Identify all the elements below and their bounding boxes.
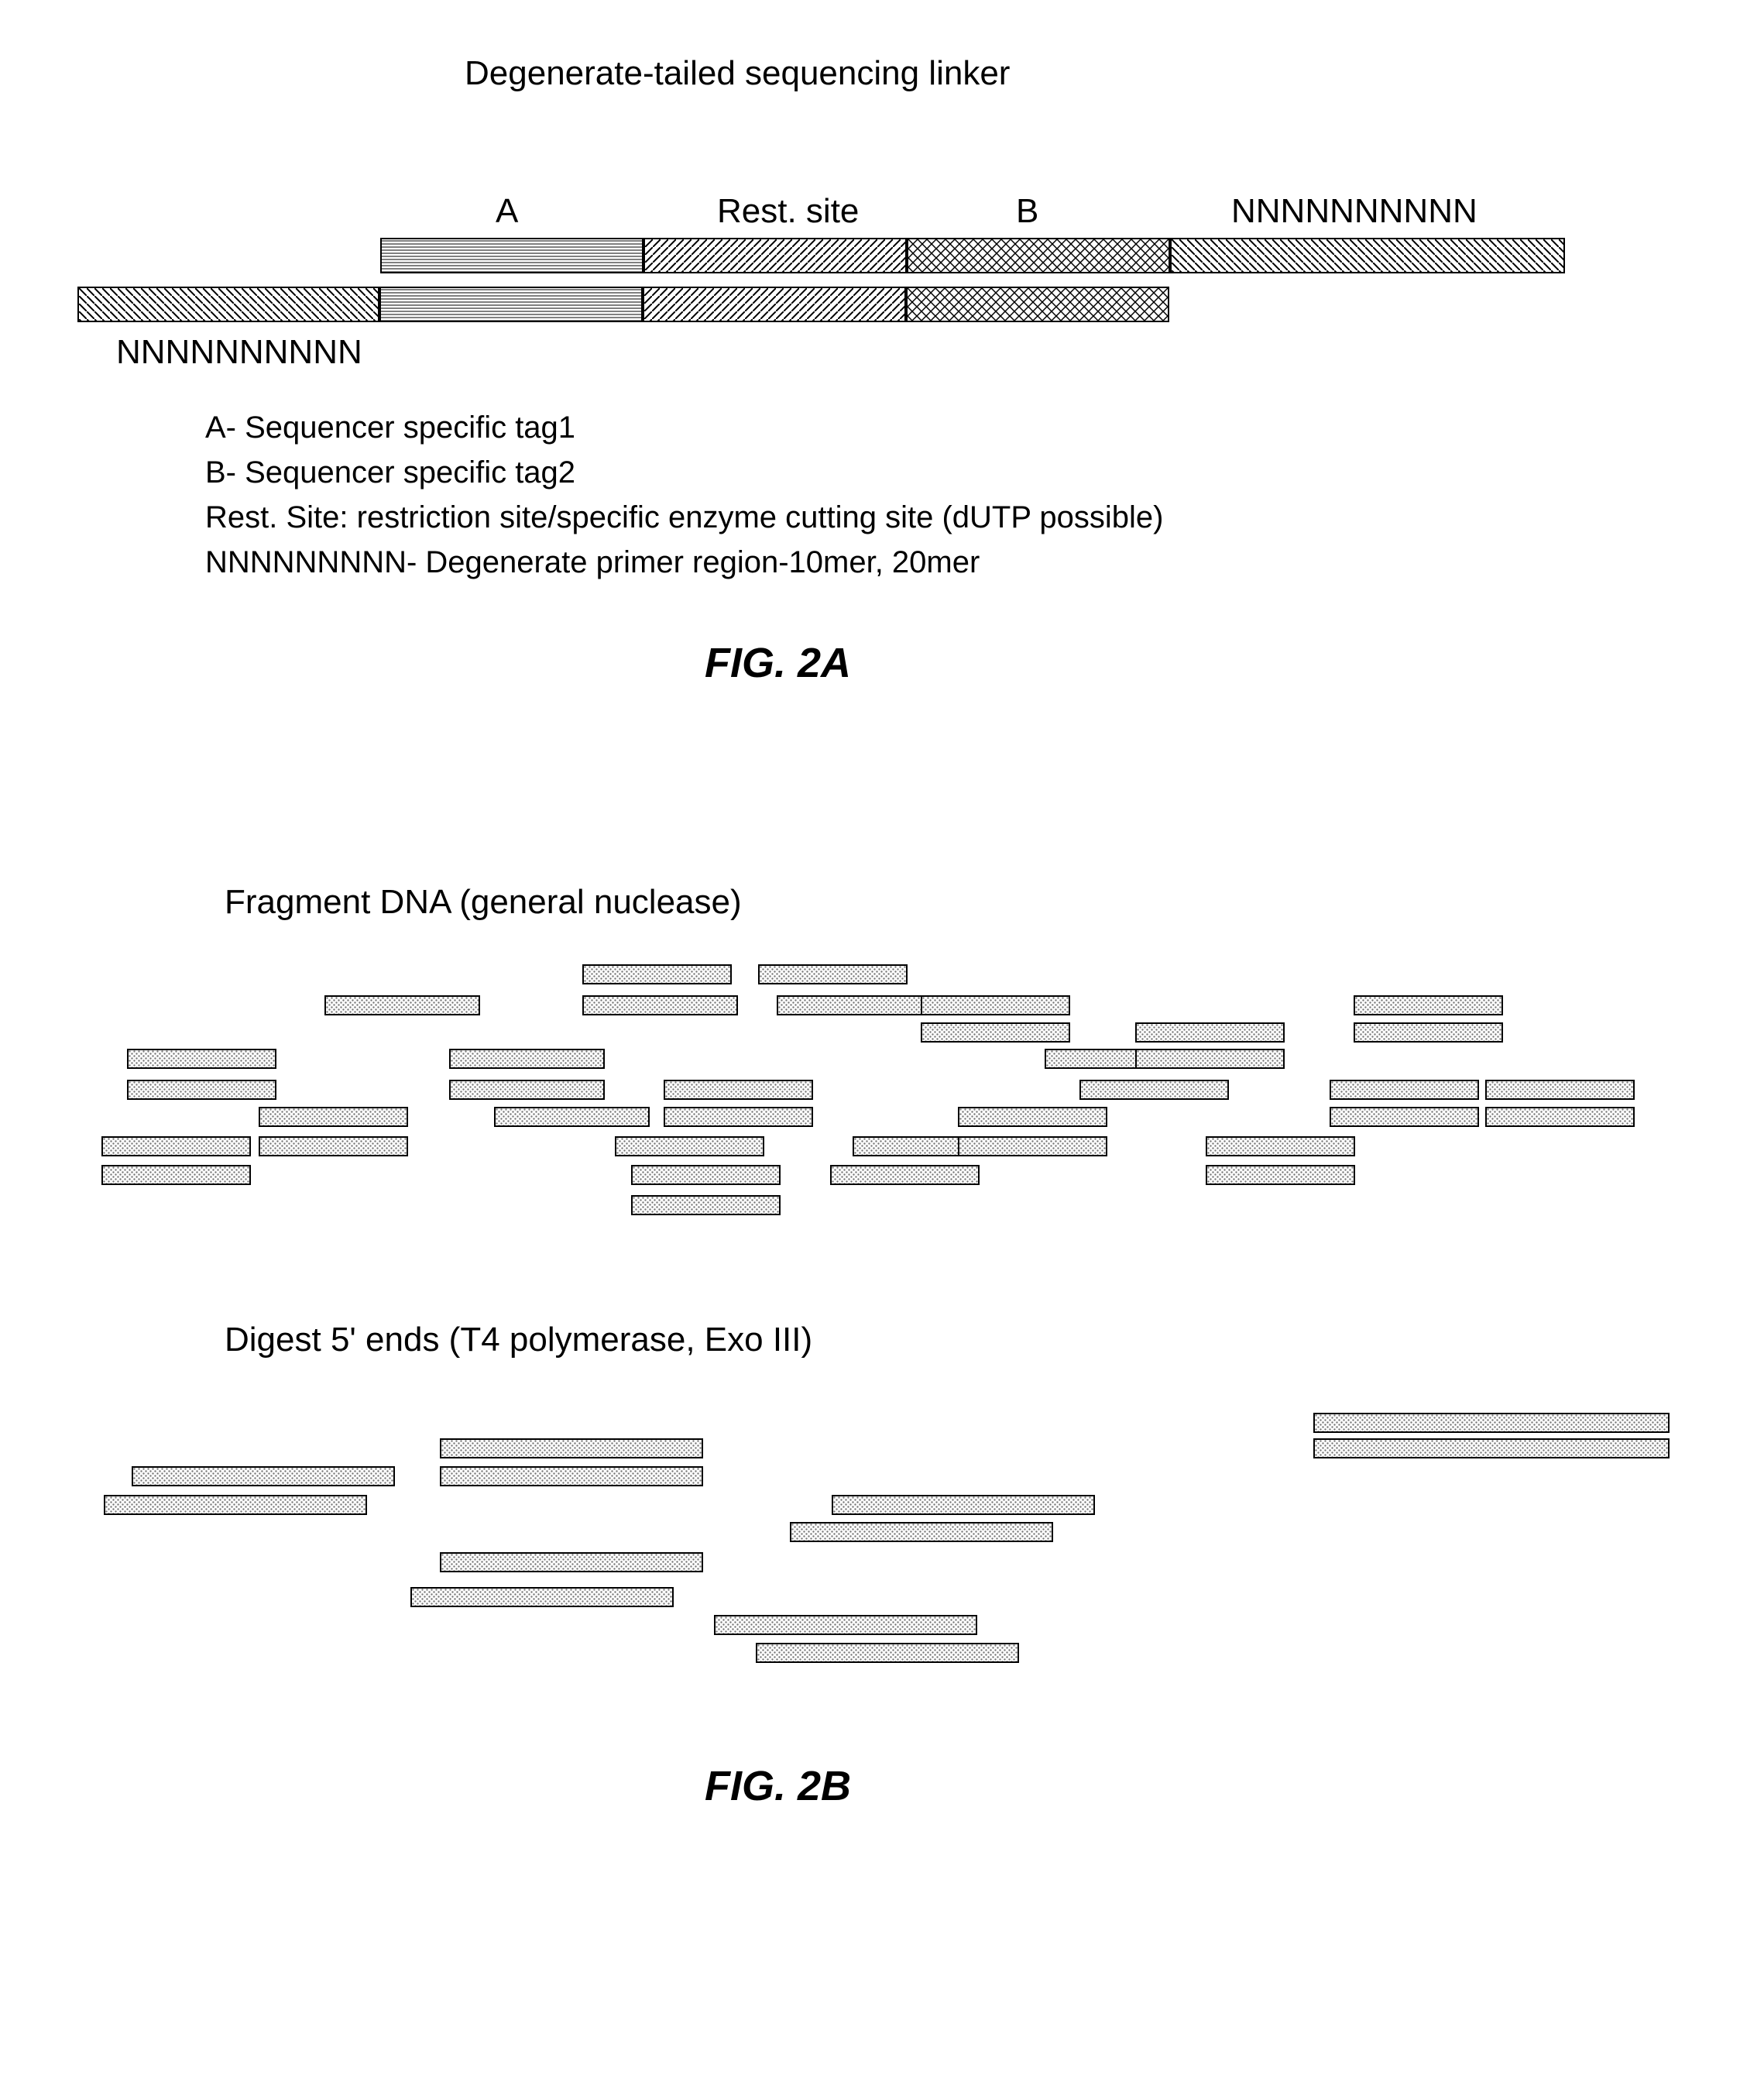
dna-fragment bbox=[449, 1080, 605, 1100]
dna-fragment bbox=[1079, 1080, 1229, 1100]
dna-fragment bbox=[259, 1136, 408, 1156]
label-N-top: NNNNNNNNNN bbox=[1231, 192, 1477, 231]
legend-line: NNNNNNNNN- Degenerate primer region-10me… bbox=[205, 545, 980, 580]
legend-line: B- Sequencer specific tag2 bbox=[205, 455, 575, 490]
dna-fragment bbox=[1135, 1022, 1285, 1043]
dna-fragment bbox=[582, 964, 732, 984]
linker-segment bbox=[77, 287, 379, 322]
dna-fragment bbox=[921, 1022, 1070, 1043]
dna-fragment bbox=[449, 1049, 605, 1069]
label-B: B bbox=[1016, 192, 1038, 231]
dna-fragment bbox=[615, 1136, 764, 1156]
linker-segment bbox=[643, 287, 906, 322]
page-canvas: { "figA": { "title": "Degenerate-tailed … bbox=[0, 0, 1764, 2075]
dna-fragment bbox=[132, 1466, 395, 1486]
dna-fragment bbox=[1330, 1107, 1479, 1127]
dna-fragment bbox=[259, 1107, 408, 1127]
dna-fragment bbox=[631, 1165, 781, 1185]
dna-fragment bbox=[1313, 1438, 1670, 1458]
dna-fragment bbox=[1354, 995, 1503, 1015]
dna-fragment bbox=[127, 1080, 276, 1100]
dna-fragment bbox=[1206, 1136, 1355, 1156]
dna-fragment bbox=[1485, 1107, 1635, 1127]
dna-fragment bbox=[101, 1136, 251, 1156]
dna-fragment bbox=[1135, 1049, 1285, 1069]
label-A: A bbox=[496, 192, 518, 231]
dna-fragment bbox=[832, 1495, 1095, 1515]
dna-fragment bbox=[104, 1495, 367, 1515]
linker-segment bbox=[380, 238, 643, 273]
fig2a-label: FIG. 2A bbox=[705, 639, 851, 687]
dna-fragment bbox=[1354, 1022, 1503, 1043]
label-rest: Rest. site bbox=[717, 192, 859, 231]
label-N-bottom: NNNNNNNNNN bbox=[116, 333, 362, 372]
linker-segment bbox=[643, 238, 907, 273]
dna-fragment bbox=[714, 1615, 977, 1635]
dna-fragment bbox=[921, 995, 1070, 1015]
dna-fragment bbox=[664, 1080, 813, 1100]
dna-fragment bbox=[101, 1165, 251, 1185]
fig2b-label: FIG. 2B bbox=[705, 1762, 851, 1810]
figA-title: Degenerate-tailed sequencing linker bbox=[465, 54, 1010, 93]
linker-segment bbox=[379, 287, 643, 322]
linker-segment bbox=[906, 287, 1169, 322]
dna-fragment bbox=[790, 1522, 1053, 1542]
dna-fragment bbox=[958, 1107, 1107, 1127]
dna-fragment bbox=[756, 1643, 1019, 1663]
dna-fragment bbox=[758, 964, 908, 984]
dna-fragment bbox=[440, 1466, 703, 1486]
dna-fragment bbox=[324, 995, 480, 1015]
dna-fragment bbox=[1330, 1080, 1479, 1100]
dna-fragment bbox=[1485, 1080, 1635, 1100]
dna-fragment bbox=[777, 995, 926, 1015]
dna-fragment bbox=[440, 1552, 703, 1572]
dna-fragment bbox=[127, 1049, 276, 1069]
dna-fragment bbox=[1206, 1165, 1355, 1185]
linker-segment bbox=[1170, 238, 1565, 273]
legend-line: Rest. Site: restriction site/specific en… bbox=[205, 500, 1164, 535]
dna-fragment bbox=[582, 995, 738, 1015]
figB-title1: Fragment DNA (general nuclease) bbox=[225, 883, 742, 922]
legend-line: A- Sequencer specific tag1 bbox=[205, 411, 575, 445]
dna-fragment bbox=[1313, 1413, 1670, 1433]
dna-fragment bbox=[664, 1107, 813, 1127]
dna-fragment bbox=[494, 1107, 650, 1127]
figB-title2: Digest 5' ends (T4 polymerase, Exo III) bbox=[225, 1321, 812, 1359]
linker-segment bbox=[907, 238, 1170, 273]
dna-fragment bbox=[410, 1587, 674, 1607]
dna-fragment bbox=[830, 1165, 980, 1185]
dna-fragment bbox=[958, 1136, 1107, 1156]
dna-fragment bbox=[440, 1438, 703, 1458]
dna-fragment bbox=[631, 1195, 781, 1215]
